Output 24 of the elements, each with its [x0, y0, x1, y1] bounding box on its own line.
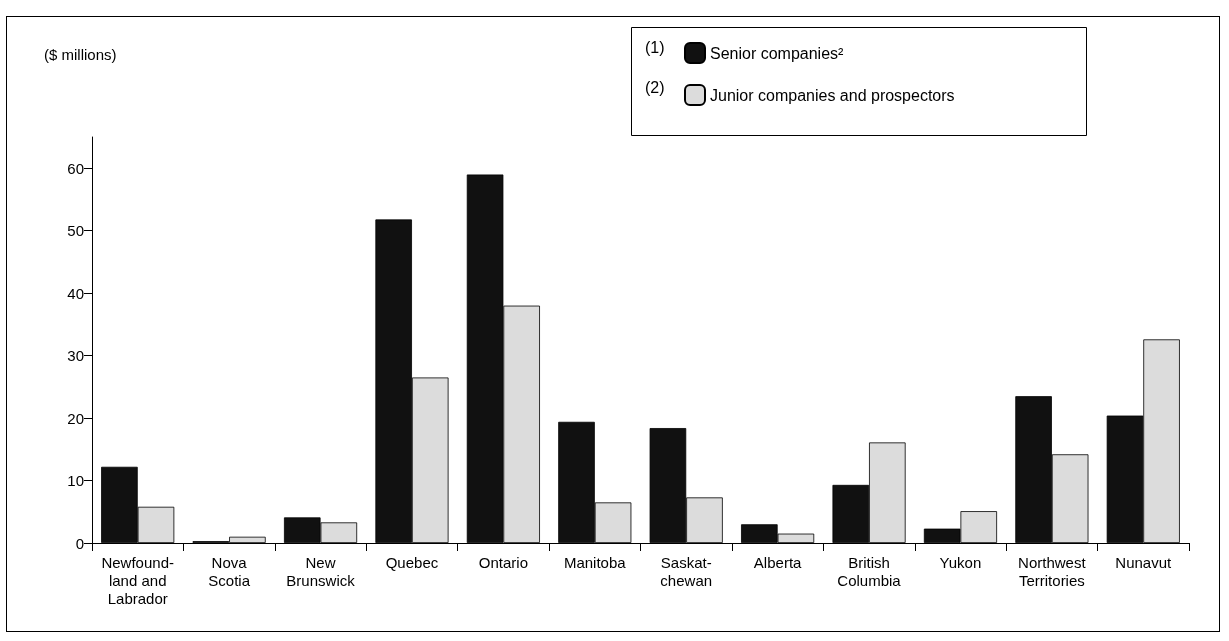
legend-label: Senior companies² — [710, 44, 845, 62]
x-tick-label: Newfound- land and Labrador — [101, 553, 174, 607]
y-tick-label: 20 — [67, 409, 84, 427]
text: (1) — [645, 38, 665, 56]
x-tick-label: British Columbia — [837, 553, 902, 589]
y-tick-label: 10 — [67, 472, 84, 490]
x-tick-label: Saskat- chewan — [660, 553, 713, 589]
x-tick-label: Yukon — [939, 553, 982, 571]
x-tick-label: Nunavut — [1115, 553, 1173, 571]
y-tick-label: 30 — [67, 347, 84, 365]
legend-label: Junior companies and prospectors — [710, 86, 955, 104]
x-tick-label: Manitoba — [563, 553, 627, 571]
y-tick-label: 40 — [67, 284, 84, 302]
y-tick-label: 0 — [75, 534, 84, 552]
x-tick-label: Northwest Territories — [1018, 553, 1087, 589]
x-tick-label: Nova Scotia — [208, 553, 251, 589]
y-axis-title: ($ millions) — [44, 46, 117, 63]
y-tick-label: 50 — [67, 222, 84, 240]
x-tick-label: Quebec — [385, 553, 439, 571]
x-tick-label: Alberta — [753, 553, 803, 571]
text: (2) — [645, 78, 665, 96]
x-tick-label: New Brunswick — [286, 553, 356, 589]
x-tick-label: Ontario — [478, 553, 528, 571]
y-tick-label: 60 — [67, 159, 84, 177]
